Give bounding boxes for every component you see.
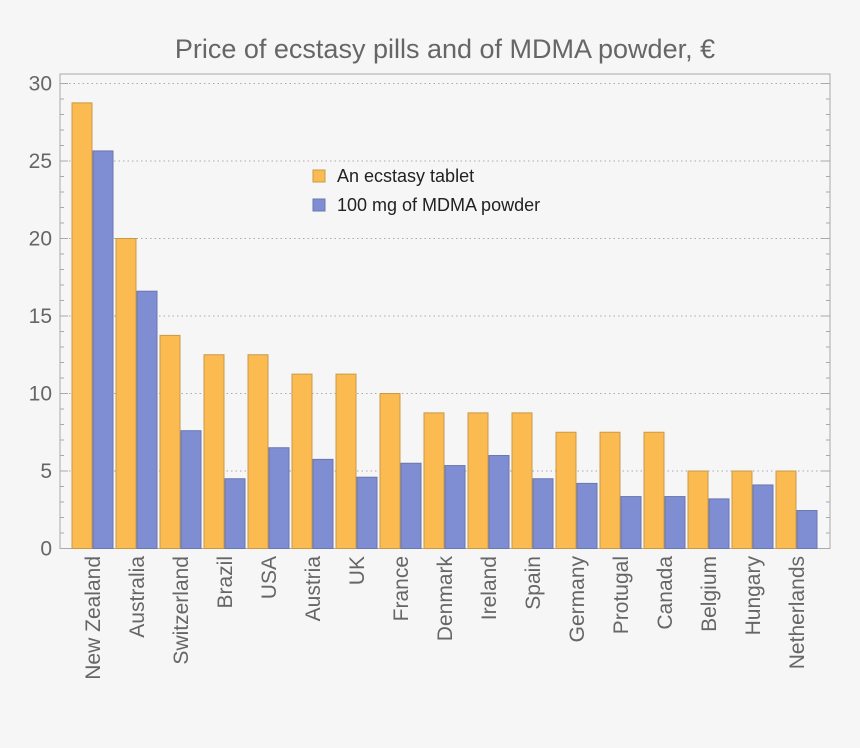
x-tick-label: France — [390, 556, 413, 621]
bar-mdma-powder — [92, 150, 114, 550]
bar-mdma-powder — [444, 465, 466, 550]
bar-ecstasy-tablet — [423, 412, 445, 549]
legend-label: 100 mg of MDMA powder — [337, 195, 540, 215]
bar-mdma-powder — [136, 290, 158, 549]
bar-ecstasy-tablet — [71, 102, 93, 549]
x-tick-label: Austria — [302, 556, 325, 622]
x-tick-label: Protugal — [610, 556, 633, 634]
x-tick-label: Canada — [654, 556, 677, 630]
bar-mdma-powder — [796, 510, 818, 549]
bar-ecstasy-tablet — [731, 470, 753, 549]
bar-ecstasy-tablet — [599, 431, 621, 549]
x-tick-label: USA — [258, 556, 281, 599]
y-tick-label: 20 — [29, 228, 52, 251]
x-tick-label: Australia — [126, 556, 149, 638]
x-tick-label: Brazil — [214, 556, 237, 609]
bar-mdma-powder — [224, 478, 246, 549]
bar-ecstasy-tablet — [159, 334, 181, 549]
bar-mdma-powder — [488, 455, 510, 549]
bar-mdma-powder — [752, 484, 774, 550]
legend-label: An ecstasy tablet — [337, 166, 474, 186]
x-tick-label: Spain — [522, 556, 545, 610]
bar-ecstasy-tablet — [291, 373, 313, 549]
chart-title: Price of ecstasy pills and of MDMA powde… — [174, 34, 716, 64]
y-tick-label: 15 — [29, 305, 52, 328]
bar-ecstasy-tablet — [115, 238, 137, 549]
x-tick-label: Switzerland — [170, 556, 193, 665]
bar-mdma-powder — [312, 458, 334, 549]
x-tick-label: Belgium — [698, 556, 721, 632]
y-tick-label: 0 — [40, 538, 52, 561]
bar-ecstasy-tablet — [247, 354, 269, 549]
x-tick-label: UK — [346, 556, 369, 585]
bar-mdma-powder — [664, 496, 686, 550]
x-tick-label: Germany — [566, 556, 589, 643]
bar-ecstasy-tablet — [643, 431, 665, 549]
bar-ecstasy-tablet — [379, 393, 401, 549]
bar-mdma-powder — [620, 496, 642, 550]
legend-swatch — [312, 198, 326, 212]
bar-ecstasy-tablet — [687, 470, 709, 549]
bar-ecstasy-tablet — [203, 354, 225, 549]
bar-mdma-powder — [356, 476, 378, 550]
legend-swatch — [312, 169, 326, 183]
bar-mdma-powder — [400, 462, 422, 549]
x-tick-label: Denmark — [434, 556, 457, 642]
y-tick-label: 10 — [29, 383, 52, 406]
bar-mdma-powder — [708, 498, 730, 549]
x-tick-label: Hungary — [742, 556, 765, 636]
bar-mdma-powder — [576, 482, 598, 549]
x-tick-label: Ireland — [478, 556, 501, 620]
bar-ecstasy-tablet — [555, 431, 577, 549]
bar-mdma-powder — [268, 447, 290, 549]
x-tick-label: Netherlands — [786, 556, 809, 669]
bar-ecstasy-tablet — [775, 470, 797, 549]
bar-ecstasy-tablet — [467, 412, 489, 549]
bar-mdma-powder — [180, 430, 202, 550]
y-tick-label: 5 — [40, 460, 52, 483]
x-tick-label: New Zealand — [82, 556, 105, 680]
bar-ecstasy-tablet — [335, 373, 357, 549]
bar-mdma-powder — [532, 478, 554, 549]
bar-ecstasy-tablet — [511, 412, 533, 549]
y-tick-label: 25 — [29, 150, 52, 173]
y-tick-label: 30 — [29, 73, 52, 96]
